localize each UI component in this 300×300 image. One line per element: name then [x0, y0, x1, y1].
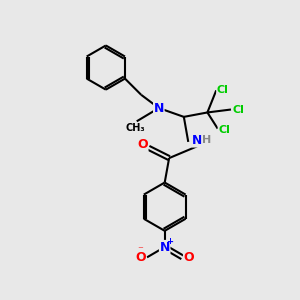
Text: Cl: Cl: [217, 85, 229, 95]
Text: Cl: Cl: [218, 125, 230, 135]
Text: N: N: [154, 101, 164, 115]
Text: N: N: [160, 241, 170, 254]
Text: +: +: [167, 237, 173, 246]
Text: N: N: [192, 134, 202, 147]
Text: O: O: [184, 251, 194, 264]
Text: CH₃: CH₃: [125, 123, 145, 133]
Text: O: O: [135, 251, 146, 264]
Text: Cl: Cl: [233, 104, 245, 115]
Text: O: O: [137, 138, 148, 151]
Text: H: H: [202, 135, 211, 146]
Text: ⁻: ⁻: [138, 245, 143, 255]
